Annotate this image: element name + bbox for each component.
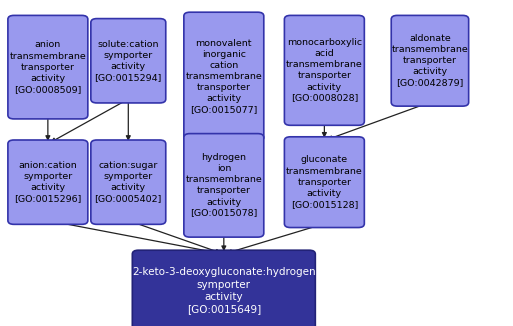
Text: hydrogen
ion
transmembrane
transporter
activity
[GO:0015078]: hydrogen ion transmembrane transporter a… bbox=[185, 153, 262, 218]
Text: anion
transmembrane
transporter
activity
[GO:0008509]: anion transmembrane transporter activity… bbox=[9, 40, 86, 94]
Text: monocarboxylic
acid
transmembrane
transporter
activity
[GO:0008028]: monocarboxylic acid transmembrane transp… bbox=[286, 38, 363, 103]
Text: monovalent
inorganic
cation
transmembrane
transporter
activity
[GO:0015077]: monovalent inorganic cation transmembran… bbox=[185, 39, 262, 114]
FancyBboxPatch shape bbox=[132, 250, 315, 326]
FancyBboxPatch shape bbox=[8, 140, 88, 224]
FancyBboxPatch shape bbox=[391, 15, 469, 106]
FancyBboxPatch shape bbox=[8, 15, 88, 119]
FancyBboxPatch shape bbox=[284, 137, 364, 228]
Text: gluconate
transmembrane
transporter
activity
[GO:0015128]: gluconate transmembrane transporter acti… bbox=[286, 156, 363, 209]
FancyBboxPatch shape bbox=[91, 19, 166, 103]
Text: anion:cation
symporter
activity
[GO:0015296]: anion:cation symporter activity [GO:0015… bbox=[14, 161, 82, 203]
FancyBboxPatch shape bbox=[184, 12, 264, 141]
Text: aldonate
transmembrane
transporter
activity
[GO:0042879]: aldonate transmembrane transporter activ… bbox=[391, 34, 468, 87]
FancyBboxPatch shape bbox=[184, 134, 264, 237]
FancyBboxPatch shape bbox=[284, 15, 364, 125]
Text: cation:sugar
symporter
activity
[GO:0005402]: cation:sugar symporter activity [GO:0005… bbox=[94, 161, 162, 203]
Text: 2-keto-3-deoxygluconate:hydrogen
symporter
activity
[GO:0015649]: 2-keto-3-deoxygluconate:hydrogen symport… bbox=[132, 267, 315, 314]
Text: solute:cation
symporter
activity
[GO:0015294]: solute:cation symporter activity [GO:001… bbox=[94, 40, 162, 82]
FancyBboxPatch shape bbox=[91, 140, 166, 224]
